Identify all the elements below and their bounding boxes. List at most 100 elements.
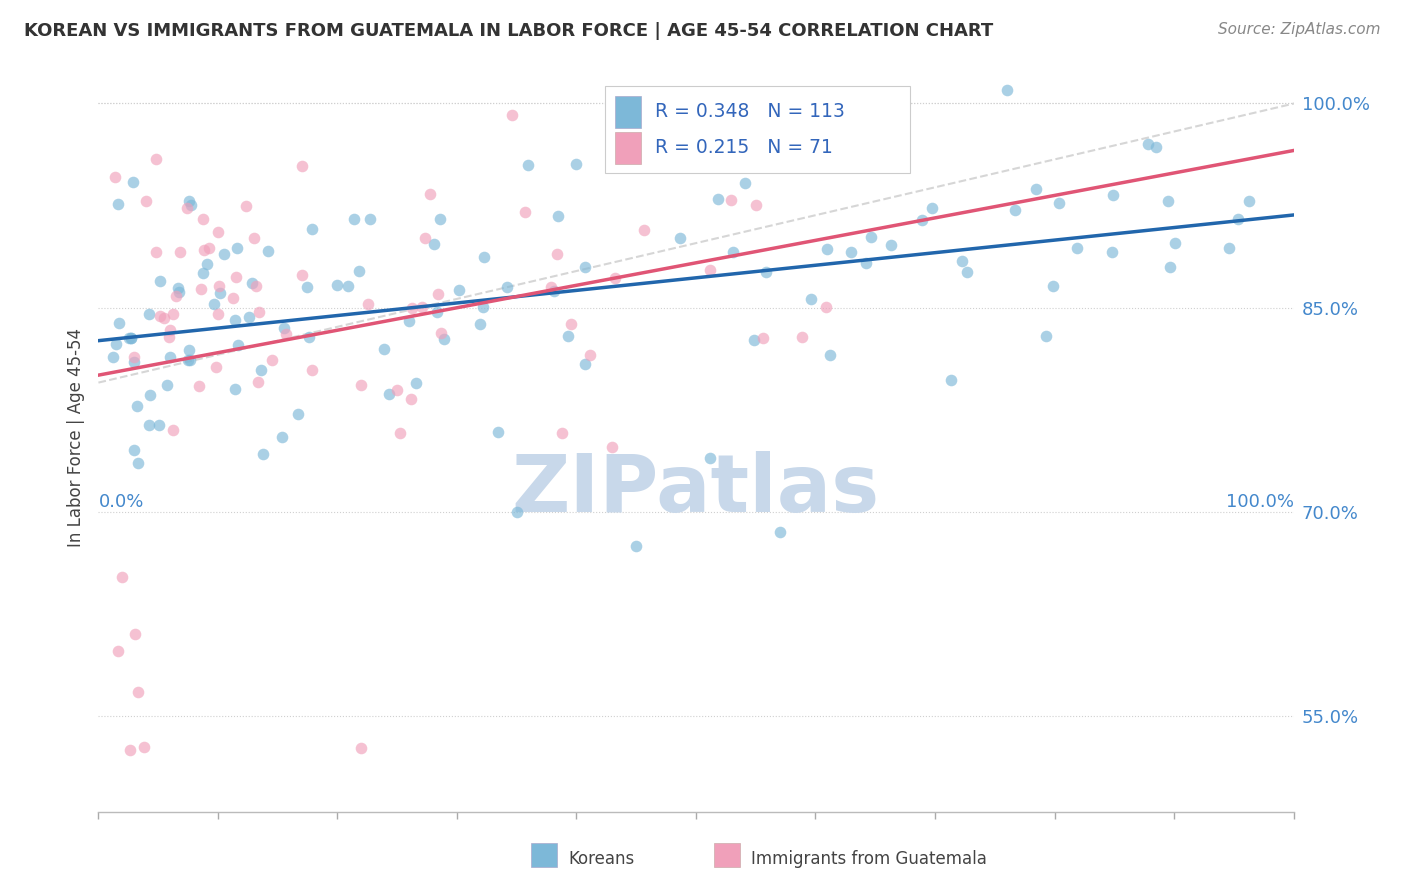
Point <box>135 194 157 209</box>
Point <box>124 442 146 457</box>
Point <box>405 376 427 390</box>
Point <box>107 196 129 211</box>
Point <box>169 244 191 259</box>
Point <box>755 265 778 279</box>
Point <box>243 230 266 244</box>
Point <box>179 352 201 367</box>
Point <box>301 363 323 377</box>
Point <box>287 408 309 422</box>
Point <box>291 159 314 173</box>
Point <box>517 158 540 172</box>
Point <box>738 133 761 147</box>
Point <box>207 307 229 321</box>
Point <box>104 170 127 185</box>
Point <box>752 331 775 345</box>
Point <box>860 230 883 244</box>
Point <box>723 245 745 260</box>
Point <box>1066 241 1088 255</box>
Point <box>513 205 536 219</box>
Y-axis label: In Labor Force | Age 45-54: In Labor Force | Age 45-54 <box>66 327 84 547</box>
Point <box>222 292 245 306</box>
Point <box>1227 212 1250 227</box>
Point <box>193 211 215 226</box>
Point <box>939 373 962 387</box>
Point <box>179 343 201 357</box>
Point <box>247 304 270 318</box>
Point <box>543 284 565 298</box>
Point <box>118 331 141 345</box>
Point <box>1025 182 1047 196</box>
Point <box>350 377 373 392</box>
Point <box>1237 194 1260 209</box>
Point <box>423 236 446 251</box>
Point <box>350 740 373 755</box>
Point <box>257 244 280 259</box>
Point <box>433 332 456 346</box>
Point <box>633 155 655 169</box>
Point <box>325 277 347 292</box>
Point <box>270 430 292 444</box>
Point <box>1101 244 1123 259</box>
Point <box>176 201 198 215</box>
Point <box>238 310 260 325</box>
Point <box>707 192 730 206</box>
Point <box>153 311 176 326</box>
Point <box>472 300 495 314</box>
Point <box>101 350 124 364</box>
Point <box>633 223 655 237</box>
Point <box>720 193 742 207</box>
Point <box>546 246 568 260</box>
Point <box>911 213 934 227</box>
Point <box>745 198 768 212</box>
Point <box>574 357 596 371</box>
Point <box>359 211 381 226</box>
Point <box>298 330 321 344</box>
Text: Immigrants from Guatemala: Immigrants from Guatemala <box>751 850 987 868</box>
Point <box>273 321 295 335</box>
Text: KOREAN VS IMMIGRANTS FROM GUATEMALA IN LABOR FORCE | AGE 45-54 CORRELATION CHART: KOREAN VS IMMIGRANTS FROM GUATEMALA IN L… <box>24 22 993 40</box>
Point <box>815 242 838 256</box>
Point <box>224 382 246 396</box>
Point <box>496 280 519 294</box>
FancyBboxPatch shape <box>605 87 910 172</box>
Point <box>127 456 149 470</box>
Point <box>603 270 626 285</box>
Point <box>557 329 579 343</box>
Point <box>291 268 314 282</box>
Point <box>389 425 412 440</box>
Point <box>357 296 380 310</box>
Point <box>551 426 574 441</box>
Point <box>148 417 170 432</box>
Point <box>193 266 215 280</box>
Point <box>1159 260 1181 274</box>
Point <box>165 288 187 302</box>
Point <box>430 326 453 341</box>
Point <box>120 743 142 757</box>
Point <box>841 245 863 260</box>
Text: ZIPatlas: ZIPatlas <box>512 450 880 529</box>
Point <box>349 264 371 278</box>
Point <box>699 450 721 465</box>
Point <box>156 378 179 392</box>
Point <box>145 244 167 259</box>
Text: R = 0.348   N = 113: R = 0.348 N = 113 <box>655 103 845 121</box>
Point <box>193 243 215 257</box>
Point <box>378 386 401 401</box>
Point <box>120 331 142 345</box>
Point <box>162 423 184 437</box>
Point <box>419 187 441 202</box>
Point <box>651 131 673 145</box>
Point <box>1101 188 1123 202</box>
Point <box>252 447 274 461</box>
Point <box>699 263 721 277</box>
Point <box>540 280 562 294</box>
Point <box>1156 194 1178 209</box>
Point <box>124 355 146 369</box>
Point <box>1218 241 1240 255</box>
Point <box>177 352 200 367</box>
Point <box>226 337 249 351</box>
Point <box>488 425 510 439</box>
Point <box>401 301 423 315</box>
Point <box>401 392 423 406</box>
Point <box>167 281 190 295</box>
